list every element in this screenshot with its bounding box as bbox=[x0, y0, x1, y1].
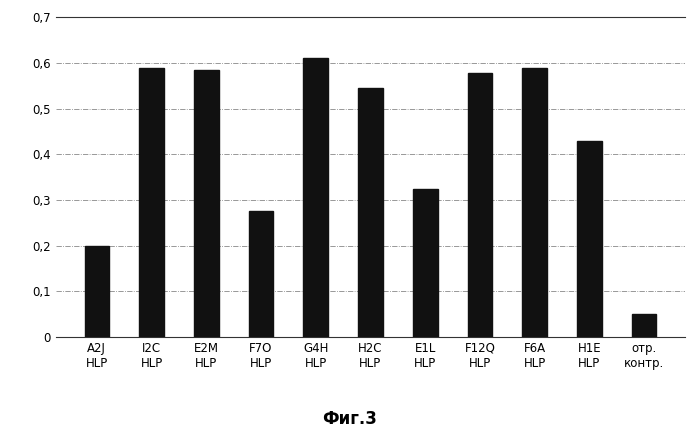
Bar bbox=[468, 73, 492, 337]
Bar bbox=[139, 67, 164, 337]
Bar bbox=[632, 314, 656, 337]
Bar bbox=[85, 246, 109, 337]
Bar bbox=[522, 67, 547, 337]
Bar bbox=[249, 211, 273, 337]
Bar bbox=[358, 88, 383, 337]
Bar bbox=[577, 140, 602, 337]
Bar bbox=[194, 70, 219, 337]
Bar bbox=[413, 188, 438, 337]
Bar bbox=[303, 58, 328, 337]
Text: Фиг.3: Фиг.3 bbox=[322, 410, 377, 428]
